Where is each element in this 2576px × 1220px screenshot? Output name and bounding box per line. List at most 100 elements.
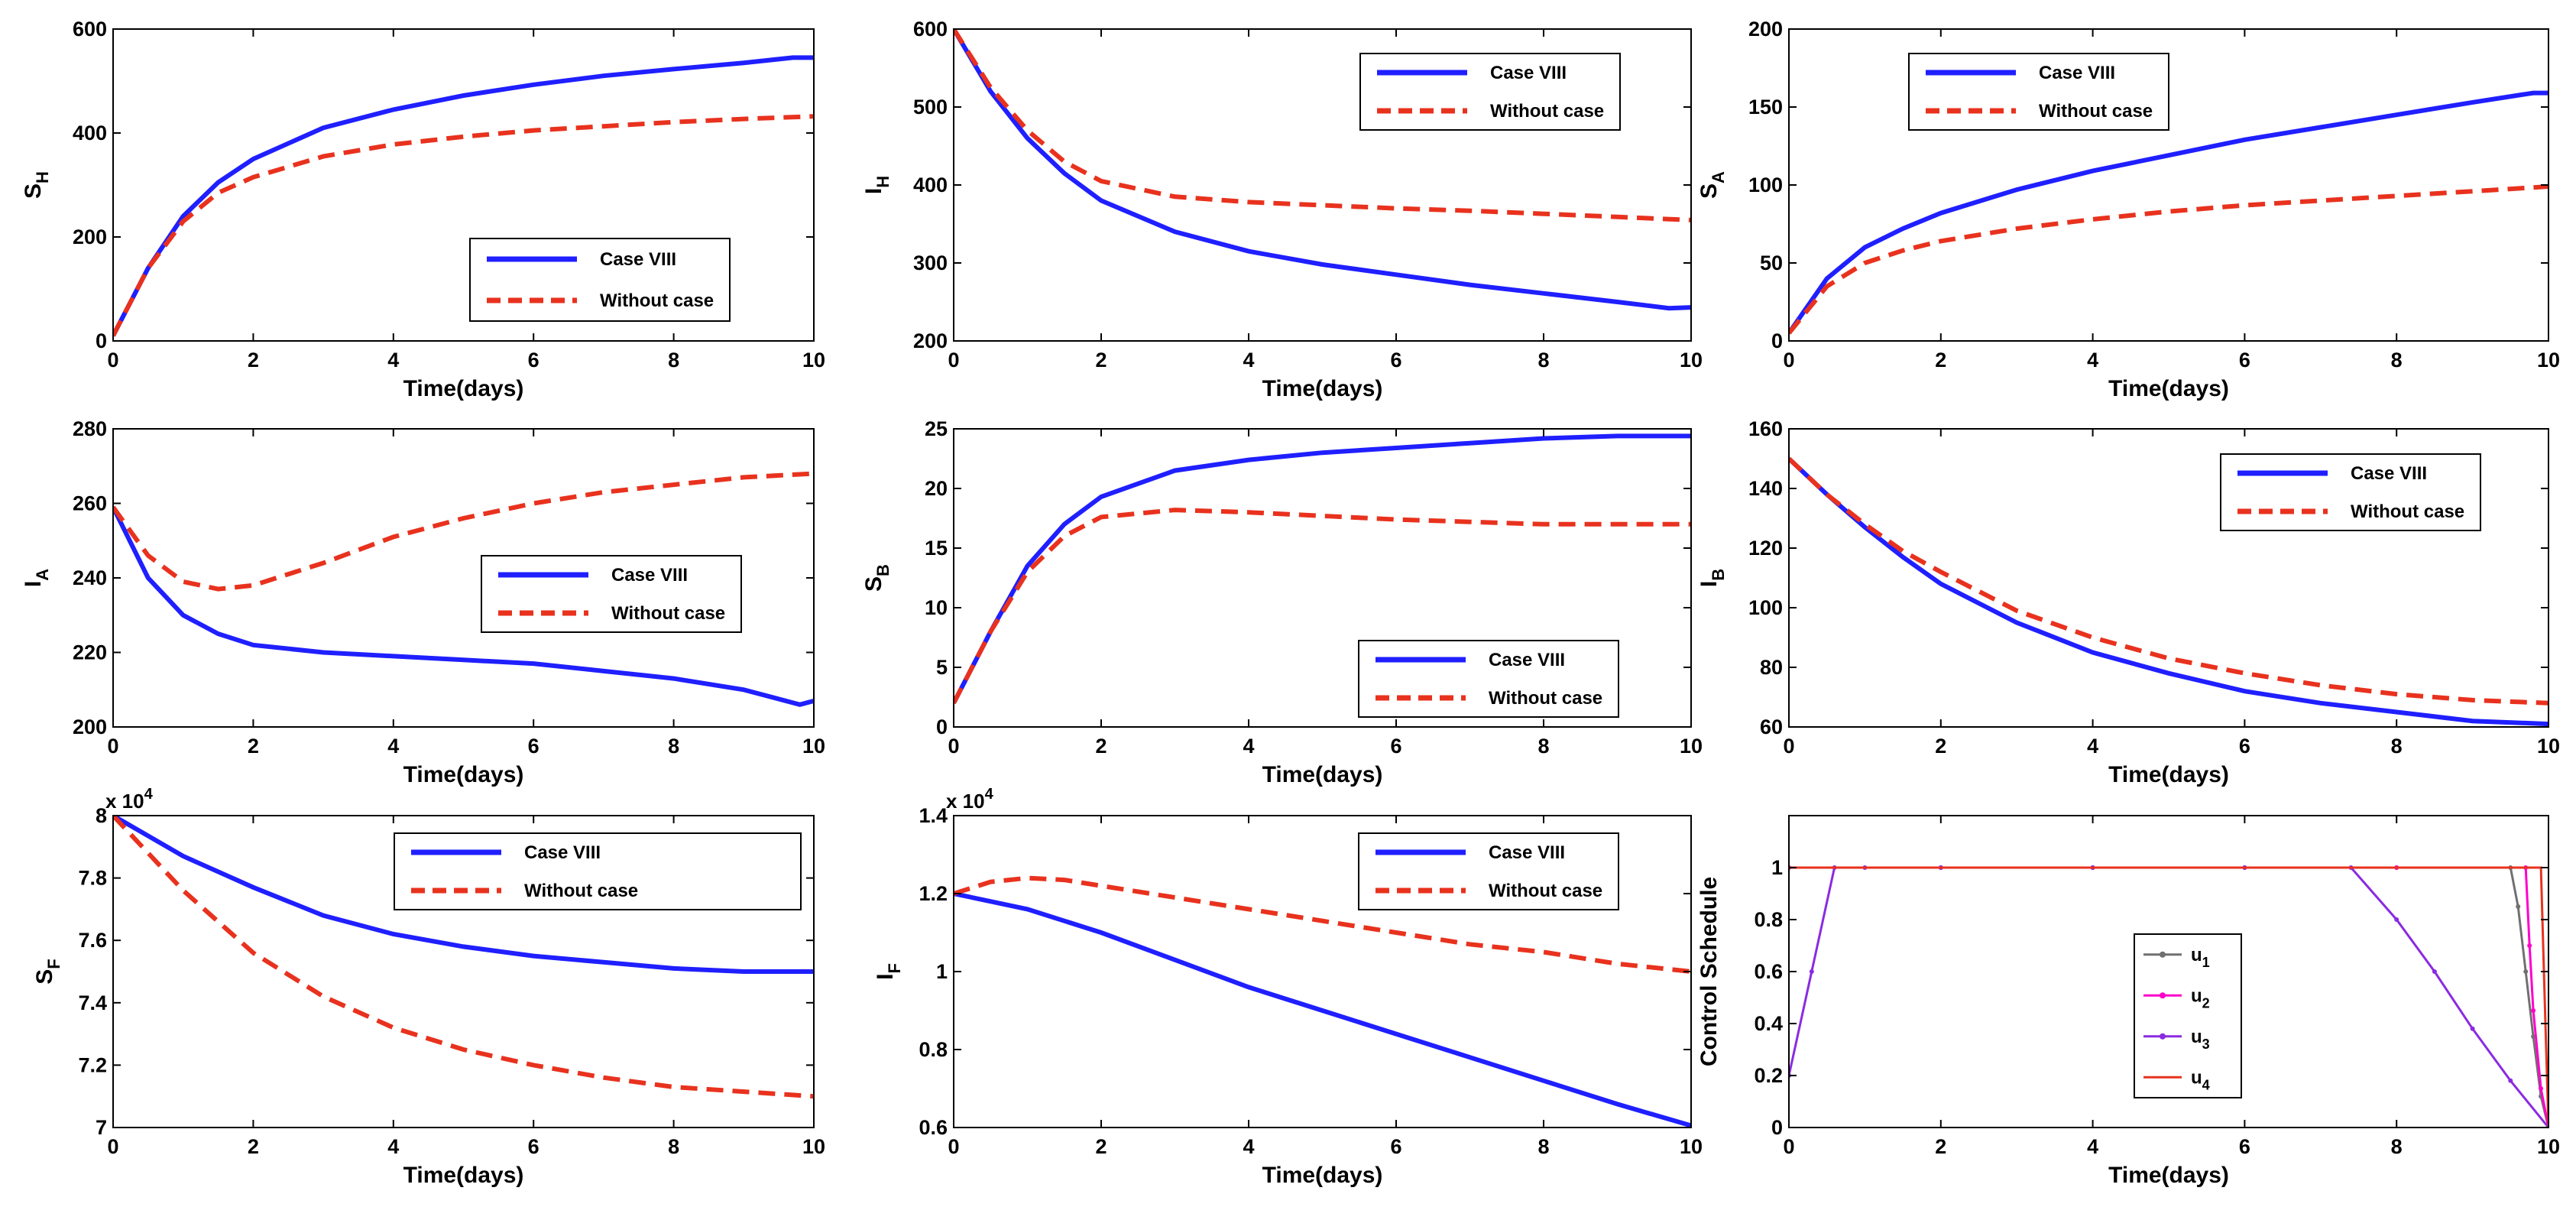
data-point <box>2527 943 2532 948</box>
x-tick-label: 6 <box>1390 735 1401 758</box>
x-tick-label: 6 <box>2239 1135 2250 1158</box>
legend: Case VIII Without case <box>481 555 742 633</box>
legend-label: Without case <box>611 603 725 624</box>
legend: Case VIII Without case <box>1359 53 1621 131</box>
y-tick-label: 0 <box>96 329 107 352</box>
series-line-2 <box>1789 184 2548 335</box>
data-point <box>2531 1008 2536 1013</box>
x-tick-label: 4 <box>387 1135 399 1158</box>
axes-frame <box>953 428 1692 728</box>
y-tick-label: 7 <box>96 1116 107 1139</box>
legend-label: Without case <box>1489 881 1602 901</box>
legend: Case VIII Without case <box>469 238 731 322</box>
x-tick-label: 8 <box>1537 735 1549 758</box>
series-line-2 <box>1789 456 2548 706</box>
y-axis-label: SB <box>861 564 893 592</box>
series-line-1 <box>1789 90 2548 335</box>
y-tick-label: 0 <box>1771 1116 1783 1139</box>
legend: u1 u2 u3 u4 <box>2134 933 2242 1098</box>
x-tick-label: 6 <box>1390 1135 1401 1158</box>
data-point <box>1809 969 1814 974</box>
legend-label: u3 <box>2191 1027 2210 1052</box>
y-tick-label: 80 <box>1760 656 1783 679</box>
x-tick-label: 8 <box>1537 1135 1549 1158</box>
y-tick-label: 1.4 <box>919 804 948 827</box>
x-tick-label: 6 <box>1390 349 1401 372</box>
x-tick-label: 10 <box>802 349 825 372</box>
legend: Case VIII Without case <box>1358 832 1619 910</box>
x-tick-label: 4 <box>1243 735 1254 758</box>
x-tick-label: 10 <box>1680 1135 1703 1158</box>
legend-label: Case VIII <box>524 842 601 863</box>
chart-panel-5: 0 2 4 6 8 10 0 5 10 15 20 25 Time(days) SB Case VIII Wi… <box>861 417 1703 787</box>
legend-label: Without case <box>524 881 638 901</box>
x-tick-label: 4 <box>2087 1135 2098 1158</box>
x-axis-label: Time(days) <box>2108 376 2229 401</box>
y-tick-label: 7.6 <box>78 929 107 952</box>
legend: Case VIII Without case <box>2220 453 2481 531</box>
legend-label: Without case <box>2039 101 2153 122</box>
x-tick-label: 10 <box>1680 349 1703 372</box>
data-point <box>2531 1034 2536 1039</box>
series-line-2 <box>113 114 814 337</box>
series-line-2 <box>113 471 814 592</box>
y-tick-label: 1 <box>1771 856 1783 879</box>
x-tick-label: 2 <box>1095 735 1107 758</box>
series-line-2 <box>954 875 1691 974</box>
y-axis-label: IH <box>861 176 893 194</box>
y-axis-label: IF <box>873 963 904 980</box>
x-axis-label: Time(days) <box>1262 762 1383 787</box>
series-line-1 <box>954 433 1691 705</box>
x-tick-label: 10 <box>2537 1135 2560 1158</box>
x-axis-label: Time(days) <box>403 376 524 401</box>
y-tick-label: 400 <box>913 174 948 196</box>
y-tick-label: 0.2 <box>1754 1064 1783 1087</box>
data-point <box>2432 969 2437 974</box>
y-tick-label: 15 <box>925 537 948 560</box>
x-tick-label: 2 <box>248 735 259 758</box>
y-tick-label: 260 <box>73 492 107 515</box>
legend-label: u2 <box>2191 985 2210 1011</box>
y-axis-label: SA <box>1696 171 1728 199</box>
series-line-2 <box>954 508 1691 705</box>
y-tick-label: 0.8 <box>1754 908 1783 931</box>
y-tick-label: 5 <box>936 656 948 679</box>
data-point <box>2523 969 2529 974</box>
y-tick-label: 600 <box>73 18 107 41</box>
x-tick-label: 0 <box>1783 735 1794 758</box>
series-line-1 <box>954 29 1691 311</box>
series-line-1 <box>113 816 814 974</box>
legend-label: Without case <box>1490 101 1604 122</box>
x-axis-label: Time(days) <box>1262 1163 1383 1188</box>
axes-frame <box>112 28 815 342</box>
y-tick-label: 1.2 <box>919 882 948 905</box>
y-tick-label: 0.8 <box>919 1038 948 1061</box>
y-tick-label: 300 <box>913 251 948 274</box>
data-point <box>2539 1086 2544 1091</box>
y-tick-label: 20 <box>925 477 948 500</box>
x-tick-label: 2 <box>1935 349 1946 372</box>
legend-label: Case VIII <box>1489 842 1565 863</box>
chart-panel-2: 0 2 4 6 8 10 200 300 400 500 600 Time(days) IH Case V… <box>861 18 1703 401</box>
x-tick-label: 8 <box>668 1135 679 1158</box>
x-tick-label: 0 <box>948 735 959 758</box>
legend-label: Case VIII <box>2351 463 2427 484</box>
y-axis-label: IB <box>1696 569 1728 587</box>
y-tick-label: 600 <box>913 18 948 41</box>
x-tick-label: 8 <box>668 735 679 758</box>
y-tick-label: 8 <box>96 804 107 827</box>
x-tick-label: 0 <box>948 349 959 372</box>
x-tick-label: 2 <box>1095 349 1107 372</box>
y-tick-label: 120 <box>1748 537 1783 560</box>
data-point <box>2394 917 2399 922</box>
x-tick-label: 0 <box>1783 1135 1794 1158</box>
x-tick-label: 10 <box>2537 735 2560 758</box>
data-point <box>2470 1026 2475 1031</box>
y-tick-label: 500 <box>913 96 948 118</box>
x-tick-label: 2 <box>248 1135 259 1158</box>
x-axis-label: Time(days) <box>2108 1163 2229 1188</box>
y-tick-label: 200 <box>1748 18 1783 41</box>
x-tick-label: 4 <box>387 735 399 758</box>
series-line-2 <box>113 816 814 1099</box>
